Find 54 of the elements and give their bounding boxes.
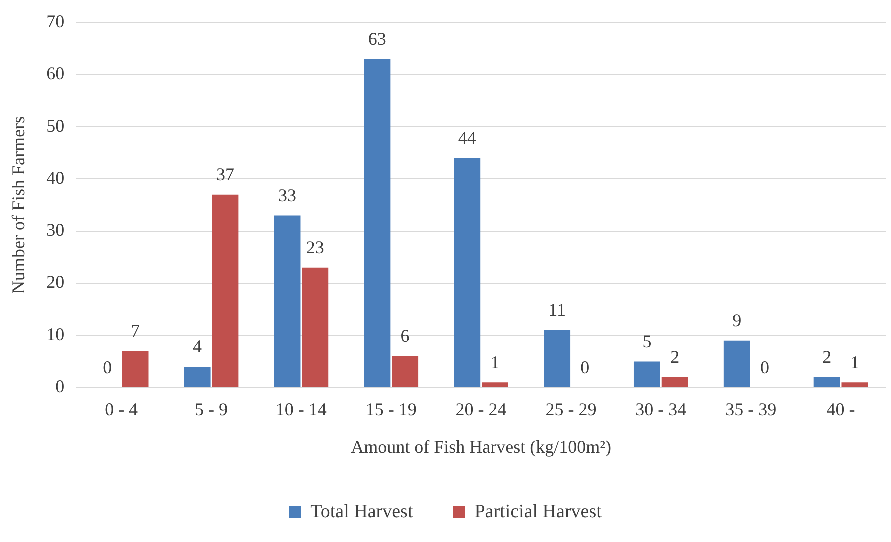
bar xyxy=(724,340,750,388)
x-axis-title: Amount of Fish Harvest (kg/100m²) xyxy=(351,436,612,457)
data-label: 1 xyxy=(490,352,500,372)
bar xyxy=(842,382,868,388)
data-label: 2 xyxy=(822,347,832,368)
bar xyxy=(662,377,688,388)
x-tick-label: 40 - xyxy=(826,399,856,420)
x-tick-label: 0 - 4 xyxy=(105,399,138,420)
y-tick-label: 70 xyxy=(46,12,65,32)
data-label: 23 xyxy=(306,238,324,258)
data-label: 63 xyxy=(368,29,386,50)
bar xyxy=(212,194,239,388)
y-axis-title: Number of Fish Farmers xyxy=(8,116,29,294)
data-label: 6 xyxy=(400,326,410,346)
x-tick-label: 10 - 14 xyxy=(276,399,327,420)
data-label: 7 xyxy=(131,321,140,342)
bar xyxy=(184,366,211,388)
data-label: 44 xyxy=(458,128,476,148)
y-tick-label: 40 xyxy=(46,168,65,188)
bar xyxy=(274,216,301,388)
y-tick-label: 0 xyxy=(56,376,65,397)
data-label: 0 xyxy=(580,358,590,378)
x-tick-label: 20 - 24 xyxy=(456,399,507,420)
data-label: 33 xyxy=(278,185,296,206)
bar xyxy=(544,330,571,388)
bar xyxy=(364,59,391,388)
data-label: 4 xyxy=(193,336,202,357)
y-tick-label: 50 xyxy=(46,116,65,136)
data-label: 9 xyxy=(732,310,742,331)
x-tick-label: 5 - 9 xyxy=(195,399,228,420)
legend-label: Total Harvest xyxy=(310,501,414,522)
x-tick-label: 35 - 39 xyxy=(726,399,777,420)
bar xyxy=(392,356,419,388)
bar xyxy=(482,382,508,388)
y-tick-label: 30 xyxy=(46,220,65,240)
data-label: 0 xyxy=(760,358,770,378)
bar xyxy=(814,377,840,388)
y-tick-label: 60 xyxy=(46,64,65,84)
bar xyxy=(454,158,481,388)
x-tick-label: 25 - 29 xyxy=(546,399,597,420)
data-label: 37 xyxy=(216,164,234,185)
data-label: 1 xyxy=(850,352,860,372)
data-label: 5 xyxy=(642,331,652,352)
data-label: 0 xyxy=(103,358,112,378)
bar xyxy=(634,362,660,388)
bar xyxy=(302,268,329,388)
y-tick-label: 20 xyxy=(46,272,65,292)
data-label: 2 xyxy=(670,347,680,368)
legend-label: Particial Harvest xyxy=(474,501,603,522)
y-tick-label: 10 xyxy=(46,324,65,344)
data-label: 11 xyxy=(548,300,566,320)
x-tick-label: 30 - 34 xyxy=(636,399,687,420)
bar xyxy=(122,351,149,388)
x-tick-label: 15 - 19 xyxy=(366,399,417,420)
